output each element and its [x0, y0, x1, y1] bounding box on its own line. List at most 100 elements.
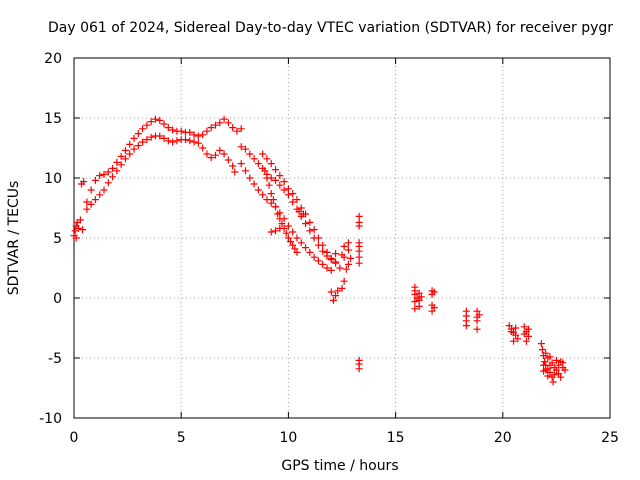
data-point: [306, 227, 314, 235]
data-point: [143, 121, 151, 129]
data-point: [314, 234, 322, 242]
y-tick-label: 20: [44, 51, 62, 67]
data-point: [540, 361, 548, 369]
x-tick-label: 10: [279, 430, 297, 446]
data-point: [544, 372, 552, 380]
data-point: [160, 134, 168, 142]
data-point: [319, 241, 327, 249]
data-point: [355, 365, 363, 373]
data-point: [510, 337, 518, 345]
data-point: [100, 170, 108, 178]
data-point: [259, 191, 267, 199]
data-point: [332, 250, 340, 258]
data-point: [302, 220, 310, 228]
data-point: [329, 296, 337, 304]
data-point: [540, 367, 548, 375]
data-point: [411, 305, 419, 313]
data-point: [269, 196, 277, 204]
data-point: [546, 353, 554, 361]
data-point: [287, 238, 295, 246]
series-cluster-20: [505, 322, 533, 345]
data-point: [237, 160, 245, 168]
data-point: [169, 126, 177, 134]
data-point: [83, 205, 91, 213]
data-point: [561, 366, 569, 374]
data-point: [310, 253, 318, 261]
data-point: [342, 265, 350, 273]
data-point: [340, 253, 348, 261]
x-tick-label: 20: [494, 430, 512, 446]
data-point: [186, 137, 194, 145]
data-point: [169, 138, 177, 146]
series-decline-c: [261, 167, 301, 256]
data-point: [289, 198, 297, 206]
chart-title: Day 061 of 2024, Sidereal Day-to-day VTE…: [48, 20, 613, 36]
data-point: [246, 174, 254, 182]
data-point: [512, 331, 520, 339]
data-point: [207, 154, 215, 162]
data-point: [91, 176, 99, 184]
data-point: [293, 234, 301, 242]
data-point: [117, 152, 125, 160]
data-point: [272, 227, 280, 235]
data-point: [143, 136, 151, 144]
data-point: [224, 156, 232, 164]
data-point: [355, 212, 363, 220]
data-point: [151, 115, 159, 123]
data-point: [272, 176, 280, 184]
data-point: [91, 196, 99, 204]
data-point: [207, 124, 215, 132]
data-point: [199, 131, 207, 139]
data-point: [109, 173, 117, 181]
grid: [74, 58, 610, 418]
x-tick-label: 5: [177, 430, 186, 446]
data-point: [164, 124, 172, 132]
data-point: [280, 178, 288, 186]
data-point: [177, 127, 185, 135]
data-point: [319, 247, 327, 255]
data-point: [203, 127, 211, 135]
data-point: [134, 130, 142, 138]
data-point: [267, 228, 275, 236]
y-tick-label: 5: [53, 231, 62, 247]
data-point: [297, 239, 305, 247]
data-point: [514, 335, 522, 343]
y-tick-label: -10: [39, 411, 62, 427]
data-point: [549, 378, 557, 386]
y-tick-label: -5: [48, 351, 62, 367]
data-point: [173, 137, 181, 145]
data-point: [121, 146, 129, 154]
data-point: [96, 191, 104, 199]
data-point: [293, 248, 301, 256]
data-point: [522, 337, 530, 345]
data-point: [555, 370, 563, 378]
data-point: [274, 210, 282, 218]
y-tick-label: 0: [53, 291, 62, 307]
data-point: [147, 118, 155, 126]
data-point: [212, 121, 220, 129]
data-point: [113, 167, 121, 175]
data-point: [109, 164, 117, 172]
data-point: [190, 138, 198, 146]
data-point: [259, 150, 267, 158]
data-point: [289, 190, 297, 198]
data-point: [126, 150, 134, 158]
data-point: [282, 229, 290, 237]
series-scatter-18: [462, 307, 483, 333]
data-point: [250, 155, 258, 163]
data-point: [284, 222, 292, 230]
data-point: [340, 277, 348, 285]
data-point: [265, 181, 273, 189]
data-point: [263, 174, 271, 182]
series-rise-lower: [83, 132, 239, 213]
data-point: [76, 216, 84, 224]
data-point: [344, 246, 352, 254]
data-point: [80, 178, 88, 186]
data-point: [512, 324, 520, 332]
data-point: [323, 248, 331, 256]
data-point: [430, 304, 438, 312]
series-early: [70, 178, 88, 242]
data-point: [537, 340, 545, 348]
data-point: [336, 264, 344, 272]
data-point: [224, 119, 232, 127]
